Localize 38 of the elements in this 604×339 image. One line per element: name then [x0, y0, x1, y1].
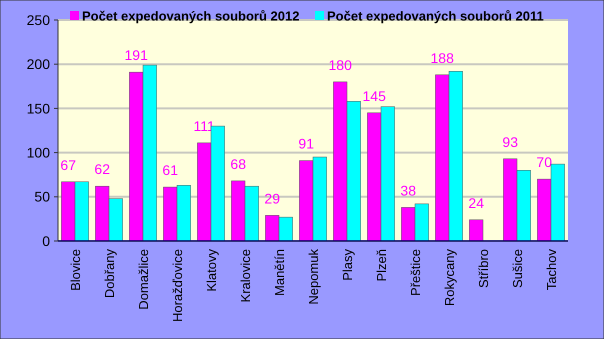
x-tick-label: Tachov: [544, 248, 559, 290]
y-tick-label: 100: [26, 144, 50, 160]
data-label: 67: [60, 156, 76, 173]
data-label: 61: [162, 162, 178, 178]
y-tick-label: 200: [26, 56, 50, 72]
data-label: 70: [536, 154, 552, 170]
x-tick-label: Dobřany: [102, 248, 117, 298]
legend-label: Počet expedovaných souborů 2012: [82, 8, 300, 24]
x-tick-label: Rokycany: [442, 248, 457, 306]
x-tick-label: Kralovice: [238, 249, 253, 302]
data-label: 62: [94, 161, 110, 178]
data-label: 68: [230, 156, 246, 172]
x-tick-label: Manětín: [272, 249, 287, 296]
legend-label: Počet expedovaných souborů 2011: [327, 8, 544, 24]
y-tick-label: 50: [34, 188, 50, 205]
x-tick-label: Blovice: [68, 249, 83, 291]
x-tick-label: Domažlice: [136, 249, 151, 310]
x-tick-label: Sušice: [510, 249, 525, 288]
data-label: 188: [430, 50, 454, 66]
y-tick-label: 150: [26, 100, 50, 116]
data-label: 29: [264, 190, 280, 206]
x-tick-label: Stříbro: [476, 249, 491, 288]
data-label: 180: [328, 56, 352, 73]
y-tick-label: 250: [26, 12, 50, 28]
y-tick-label: 0: [42, 232, 50, 249]
data-label: 91: [298, 136, 314, 152]
x-tick-label: Klatovy: [204, 248, 219, 292]
x-tick-label: Plzeň: [374, 249, 389, 282]
data-label: 191: [124, 47, 148, 64]
x-tick-label: Nepomuk: [306, 248, 321, 305]
data-label: 24: [468, 194, 484, 211]
data-label: 38: [400, 182, 416, 198]
x-tick-label: Přeštice: [408, 249, 423, 296]
data-label: 93: [502, 134, 518, 150]
bar: [469, 220, 484, 242]
data-label: 145: [362, 88, 386, 104]
x-tick-label: Plasy: [340, 248, 355, 281]
x-tick-label: Horažďovice: [170, 249, 185, 322]
